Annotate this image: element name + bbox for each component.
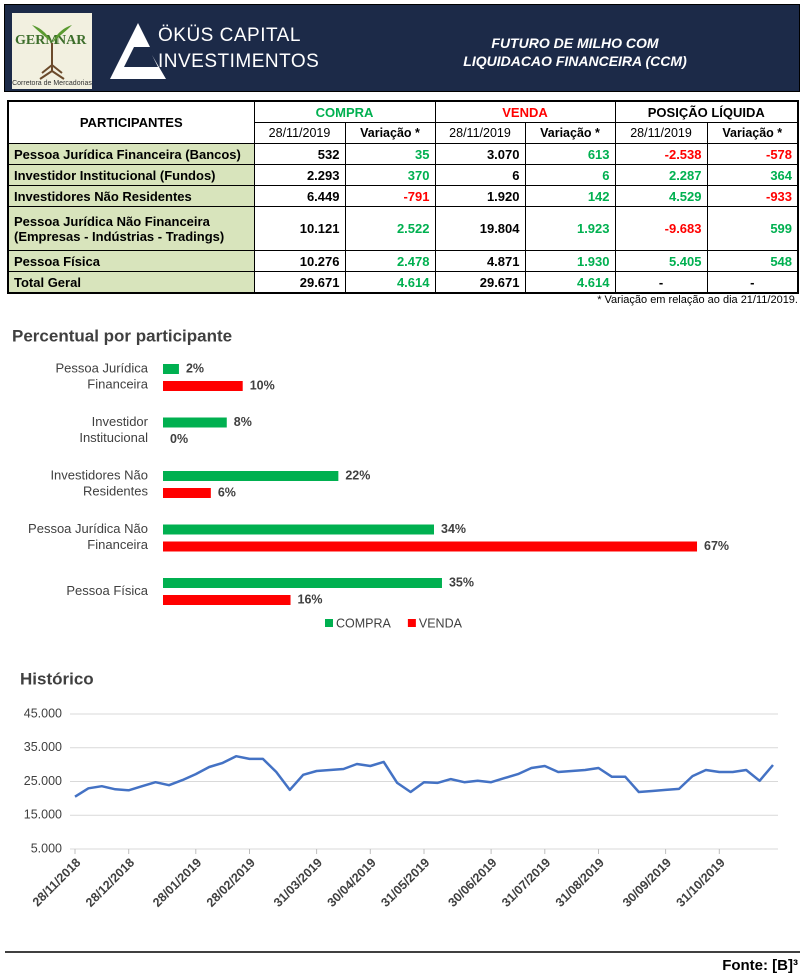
cell-value: 1.920 [434,185,526,207]
y-tick-label: 35.000 [24,740,62,754]
logo-art [32,25,72,80]
value-label: 8% [234,415,252,429]
column-subheader: 28/11/2019 [253,122,346,144]
value-label: 10% [250,378,275,392]
category-label: Pessoa Física [66,583,148,598]
bar [163,595,291,605]
chart-title: Percentual por participante [12,326,232,345]
report-title: LIQUIDACAO FINANCEIRA (CCM) [463,53,687,69]
source: Fonte: [B]³ [722,957,798,974]
logo-subtitle: Corretora de Mercadorias [12,80,92,87]
y-tick-label: 25.000 [24,774,62,788]
cell-value: -578 [706,143,799,165]
cell-value: 2.293 [253,164,346,186]
cell-value: 29.671 [253,271,346,294]
participant-label: Investidor Institucional (Fundos) [7,164,255,186]
value-label: 6% [218,485,236,499]
legend-swatch [325,619,333,627]
cell-value: 1.930 [524,250,616,272]
column-group-header: PARTICIPANTES [7,100,255,144]
table-row: Total Geral 29.671 4.614 29.671 4.614- - [7,271,799,294]
x-tick-label: 31/08/2019 [553,856,607,910]
table-row: Pessoa Física 10.276 2.478 4.871 1.930 5.405 5… [7,250,799,272]
bar [163,471,339,481]
table-row: 28/11/2019 Variação * 28/11/2019 Variação *… [8,122,799,144]
header: GERM NAR Corretora de Mercadorias ÖKÜS C… [4,4,800,92]
footnote: * Variação em relação ao dia 21/11/2019. [597,294,798,306]
x-tick-label: 31/05/2019 [378,856,432,910]
participant-label: Pessoa Física [7,250,255,272]
x-tick-label: 31/10/2019 [674,856,728,910]
bar [163,578,442,588]
company-mark [110,23,166,79]
cell-value: 29.671 [434,271,526,294]
report-title: FUTURO DE MILHO COM [491,35,659,51]
cell-value: 4.614 [524,271,616,294]
x-tick-label: 28/12/2018 [83,856,137,910]
line-series [74,754,774,798]
cell-value: 548 [706,250,799,272]
bar [163,488,211,498]
category-label: Investidor Institucional [79,415,148,446]
value-label: 2% [186,361,204,375]
participant-label: Investidores Não Residentes [7,185,255,207]
cell-value: 6.449 [253,185,346,207]
cell-value: 2.522 [344,206,436,251]
bar [163,381,243,391]
table-row: Investidor Institucional (Fundos) 2.293 37… [7,164,799,186]
x-tick-label: 30/06/2019 [445,856,499,910]
table-container: PARTICIPANTES COMPRA VENDA POSIÇÃO LÍQUIDA 2… [7,100,800,294]
cell-value: 1.923 [524,206,616,251]
cell-value: 364 [706,164,799,186]
table-row: Investidores Não Residentes 6.449 -791 1.92… [7,185,799,207]
cell-value: 142 [524,185,616,207]
company-name: INVESTIMENTOS [158,51,320,72]
cell-value: 4.871 [434,250,526,272]
participant-label: Total Geral [7,271,255,294]
logo-text: NAR [56,33,87,48]
participants-table: PARTICIPANTES COMPRA VENDA POSIÇÃO LÍQUIDA 2… [7,100,800,294]
x-tick-label: 28/02/2019 [204,856,258,910]
y-tick-label: 45.000 [24,706,62,720]
y-tick-label: 5.000 [31,841,62,855]
bar [163,541,698,552]
column-subheader: 28/11/2019 [614,122,708,144]
y-tick-label: 15.000 [24,808,62,822]
cell-value: 599 [706,206,799,251]
legend-label: COMPRA [336,616,392,630]
cell-value: 4.614 [344,271,436,294]
legend-label: VENDA [419,616,463,630]
column-subheader: Variação * [344,122,436,144]
value-label: 16% [298,592,323,606]
value-label: 0% [170,432,188,446]
value-label: 35% [449,575,474,589]
legend-swatch [407,619,416,627]
chart-title: Histórico [20,669,94,688]
logo: GERM NAR Corretora de Mercadorias [12,13,92,89]
bar [163,524,434,535]
cell-value: - [706,271,799,294]
cell-value: 10.276 [253,250,346,272]
cell-value: -9.683 [614,206,708,251]
category-label: Investidores Não Residentes [50,468,148,499]
x-tick-label: 28/01/2019 [150,856,204,910]
x-tick-label: 28/11/2018 [30,856,84,910]
category-label: Pessoa Jurídica Não Financeira [28,522,149,553]
x-tick-label: 31/07/2019 [499,856,553,910]
bar [163,364,179,374]
category-label: Pessoa Jurídica Financeira [56,361,149,392]
value-label: 34% [441,522,466,536]
table-row: Pessoa Jurídica Não Financeira (Empresas… [7,206,799,251]
participant-label: Pessoa Jurídica Não Financeira (Empresas… [7,206,255,251]
company-name: ÖKÜS CAPITAL [158,25,301,46]
value-label: 67% [704,539,729,553]
x-tick-label: 30/09/2019 [620,856,674,910]
x-tick-label: 31/03/2019 [271,856,325,910]
x-tick-label: 30/04/2019 [325,856,379,910]
bar [163,417,227,428]
value-label: 22% [345,468,370,482]
